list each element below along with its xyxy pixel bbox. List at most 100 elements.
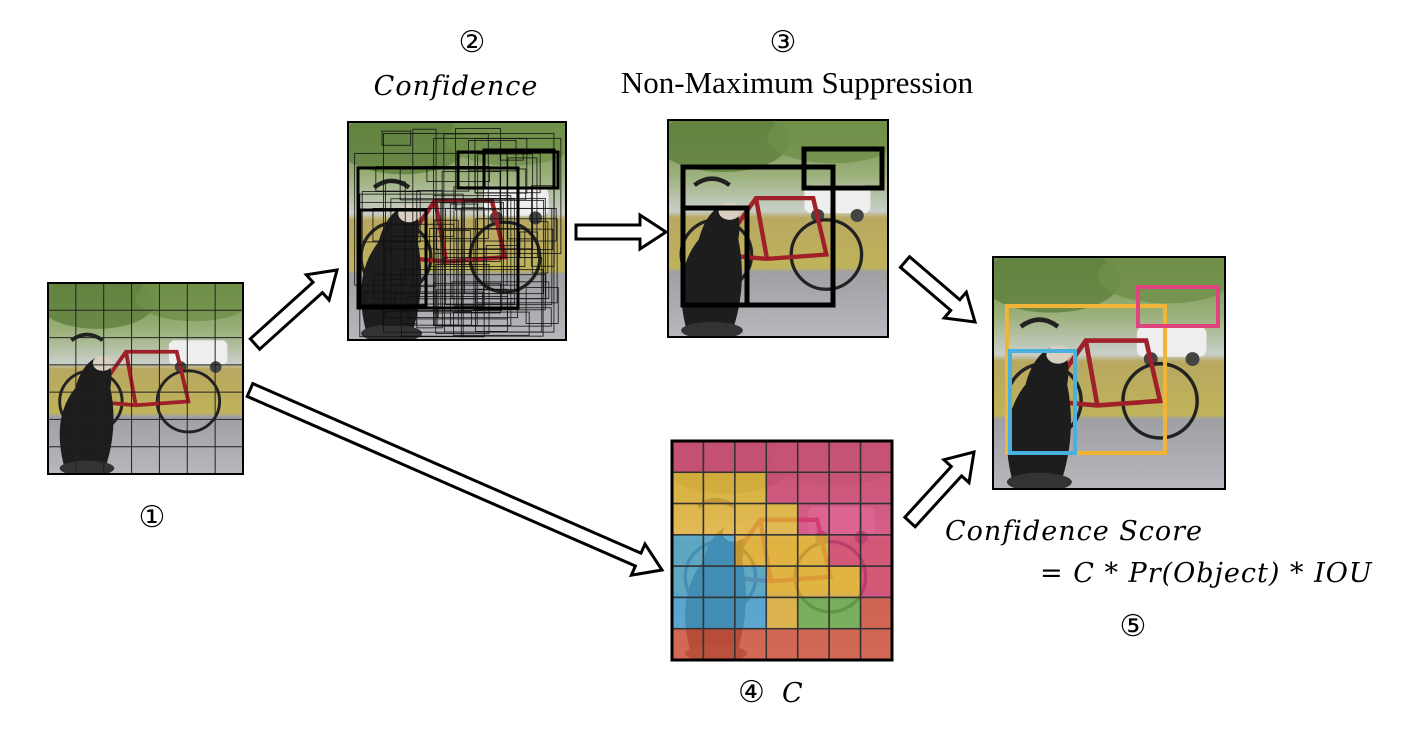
step-3-label: Non-Maximum Suppression [621, 65, 974, 100]
step-3-number: ③ [770, 25, 797, 60]
candidate-box [477, 153, 534, 250]
final-box-bicycle [1005, 304, 1167, 455]
flow-arrows [245, 212, 978, 578]
candidate-box [361, 191, 421, 243]
class-cell [702, 596, 736, 630]
class-cell [702, 502, 736, 536]
grid-lines [48, 283, 243, 474]
class-cell [702, 534, 736, 567]
candidate-box [444, 257, 543, 333]
candidate-box [381, 130, 412, 146]
class-cell [828, 627, 862, 661]
class-cell [859, 565, 893, 599]
step-2-number: ② [459, 25, 486, 60]
arrow-step2-to-step3 [574, 212, 669, 252]
candidate-box [390, 198, 515, 305]
candidate-boxes [354, 128, 562, 338]
candidate-box [381, 310, 473, 326]
candidate-box [468, 140, 517, 172]
class-cell [765, 534, 799, 567]
class-cell [734, 440, 768, 474]
candidate-box [460, 207, 485, 338]
class-cell [765, 565, 799, 599]
class-cell [828, 440, 862, 474]
class-cell [734, 502, 768, 536]
candidate-box [482, 148, 556, 190]
class-cell [671, 502, 705, 536]
candidate-box [441, 171, 501, 262]
class-cell [828, 596, 862, 630]
step-5-formula: = C * Pr(Object) * IOU [1040, 558, 1373, 589]
arrow-step3-to-step5 [898, 254, 978, 324]
class-cell [702, 627, 736, 661]
candidate-box [356, 166, 520, 310]
class-cell [796, 534, 830, 567]
class-cell [765, 502, 799, 536]
class-cell [765, 627, 799, 661]
candidate-box [453, 311, 530, 336]
candidate-box [507, 157, 538, 240]
bounding-boxes-image [347, 121, 567, 341]
candidate-box [473, 197, 546, 311]
class-cell [796, 627, 830, 661]
class-cell [765, 596, 799, 630]
candidate-box [445, 207, 553, 306]
class-cell [671, 471, 705, 505]
candidate-box [385, 181, 406, 280]
step-4-label: C [782, 678, 804, 709]
arrow-step1-to-step2 [248, 268, 340, 352]
class-cell [702, 471, 736, 505]
class-cell [796, 596, 830, 630]
class-cell [796, 565, 830, 599]
class-cell [765, 471, 799, 505]
final-box-car [1136, 285, 1220, 328]
candidate-box [443, 133, 489, 240]
class-cell [702, 565, 736, 599]
candidate-box [475, 218, 558, 304]
class-cell [671, 596, 705, 630]
candidate-box [354, 152, 508, 286]
arrow-step1-to-step4 [245, 381, 665, 578]
arrow-step4-to-step5 [902, 449, 976, 529]
candidate-box [384, 248, 439, 318]
final-detections-image [992, 256, 1226, 490]
class-cell [734, 627, 768, 661]
nms-box-car [801, 146, 885, 191]
candidate-box [433, 137, 562, 254]
candidate-box [387, 223, 455, 237]
candidate-box [531, 185, 555, 267]
class-cell [859, 534, 893, 567]
class-cell [671, 440, 705, 474]
candidate-box [394, 291, 484, 311]
class-cell [796, 471, 830, 505]
class-cell [671, 565, 705, 599]
candidate-box [358, 208, 428, 308]
class-cell [828, 471, 862, 505]
step-1-number: ① [139, 500, 166, 535]
candidate-box [531, 221, 549, 274]
candidate-box [519, 231, 538, 259]
class-cell [859, 596, 893, 630]
step-5-number: ⑤ [1120, 609, 1147, 644]
class-cell [828, 534, 862, 567]
step-2-label: Confidence [374, 71, 539, 102]
class-probability-map [670, 439, 894, 662]
candidate-box [451, 281, 550, 299]
final-box-dog [1008, 349, 1077, 455]
class-cell [859, 471, 893, 505]
class-cell [734, 471, 768, 505]
class-cell [671, 534, 705, 567]
nms-box-dog [680, 205, 750, 308]
class-cell [734, 596, 768, 630]
candidate-box [435, 263, 490, 334]
class-cell [859, 627, 893, 661]
class-cell [828, 502, 862, 536]
class-cell [734, 565, 768, 599]
candidate-box [364, 291, 396, 305]
class-cell [702, 440, 736, 474]
input-image-grid [47, 282, 244, 475]
class-cell [765, 440, 799, 474]
class-cell [859, 440, 893, 474]
class-cell [734, 534, 768, 567]
